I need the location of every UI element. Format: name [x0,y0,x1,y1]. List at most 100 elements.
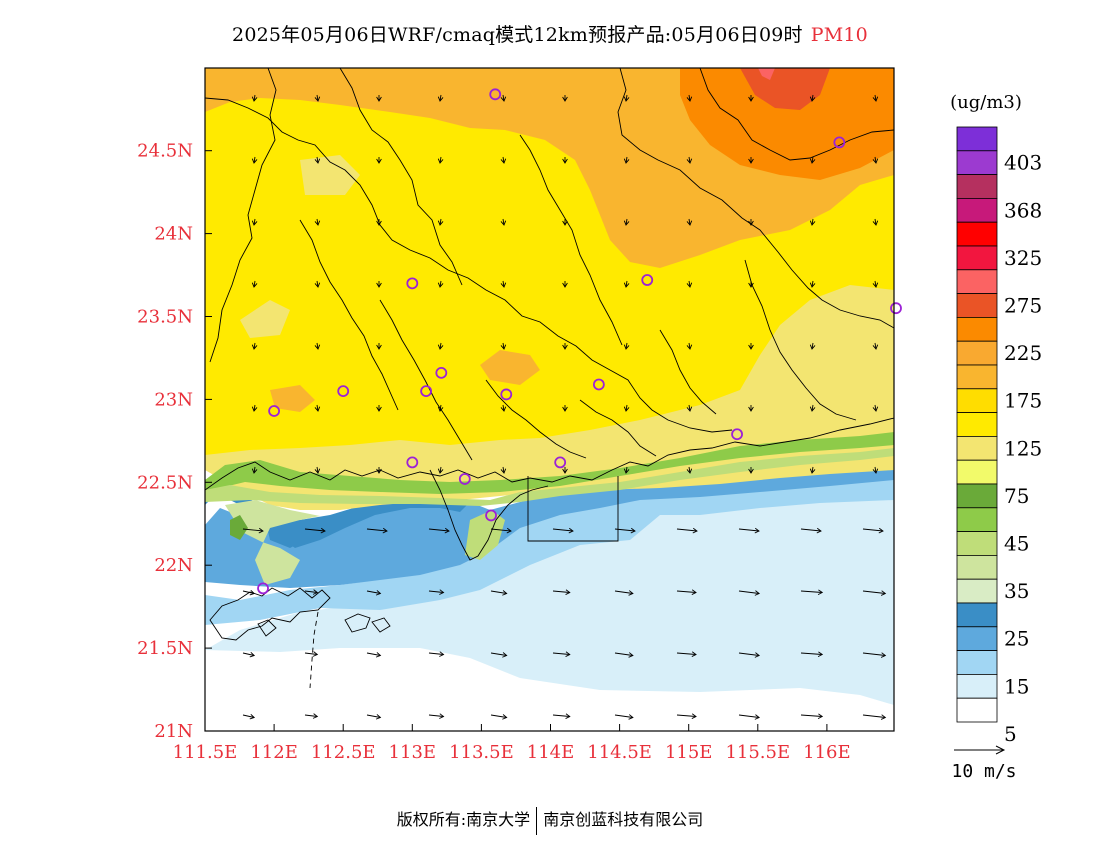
field-band-325 [758,68,775,80]
legend-swatch [956,364,998,390]
wind-arrow [862,590,887,596]
wind-arrow [552,651,571,657]
wind-arrow [376,281,382,288]
legend-swatch [956,197,998,223]
legend-swatch [956,507,998,532]
wind-arrow [314,342,321,350]
wind-arrow [242,527,264,534]
lon-tick-label: 115.5E [725,742,790,763]
wind-arrow [251,94,258,102]
wind-arrow [862,527,884,534]
county-border-4 [579,399,657,457]
wind-arrow [366,590,382,596]
legend-label: 325 [1004,246,1042,270]
wind-arrow [872,342,879,350]
wind-arrow [304,527,326,534]
wind-arrow [428,589,445,595]
wind-arrow [872,404,879,412]
wind-arrow [437,466,444,474]
province-border-5 [617,68,894,329]
boundaries [205,68,894,689]
wind-arrow [251,280,258,288]
wind-arrow [738,527,760,534]
wind-arrow [314,280,321,288]
field-patch-c [240,300,290,338]
county-border-6 [744,259,857,421]
legend-swatch [956,697,998,723]
wind-arrow [304,589,319,595]
station-marker [833,136,846,149]
lon-tick-label: 113.5E [449,742,514,763]
wind-arrow [623,466,630,474]
wind-arrow [242,651,256,658]
wind-arrow [304,651,319,657]
wind-arrow [809,466,816,474]
wind-arrow [676,527,698,534]
legend-swatch [956,531,998,556]
color-legend: 403 368 325 275 225 175 125 75 45 35 25 15 5 [956,126,1042,746]
wind-arrow [428,527,450,534]
legend-swatch [956,602,998,628]
wind-arrow [623,94,630,102]
dashed-border [309,611,319,689]
wind-arrow [376,95,382,102]
legend-label: 225 [1004,341,1042,365]
lat-tick-label: 24N [154,224,193,245]
legend-label: 125 [1004,436,1042,460]
coastline-main [205,417,894,491]
wind-arrow [437,156,444,164]
map-title: 2025年05月06日WRF/cmaq模式12km预报产品:05月06日09时 P… [0,20,1100,47]
wind-arrow [862,714,887,720]
wind-arrow [800,527,822,534]
wind-arrow [738,714,760,720]
province-border-3 [339,68,463,286]
station-marker [489,88,502,101]
legend-swatch [956,412,998,437]
wind-vectors [242,94,887,720]
wind-arrow [428,713,445,719]
legend-swatch [956,555,998,580]
wind-arrow [376,157,382,164]
monitoring-stations [257,88,902,595]
wind-arrow [623,156,630,164]
wind-arrow [562,343,568,350]
wind-arrow [800,713,824,720]
wind-arrow [748,467,754,474]
wind-arrow [251,218,258,226]
wind-arrow [500,94,507,102]
wind-arrow [809,280,816,288]
legend-label: 75 [1004,484,1029,508]
legend-swatch [956,483,998,509]
field-band-5 [205,488,894,705]
pollutant-label: PM10 [810,24,868,46]
wind-arrow [686,404,693,412]
legend-swatch [956,626,998,651]
island-2 [371,617,391,633]
field-patch-a [480,350,540,385]
wind-arrow [500,404,507,412]
legend-swatch [956,126,998,152]
wind-arrow [437,342,444,350]
field-band-15 [205,470,894,625]
title-main: 2025年05月06日WRF/cmaq模式12km预报产品:05月06日09时 [232,24,803,46]
wind-arrow [872,280,879,288]
wind-arrow [686,280,693,288]
wind-arrow [872,218,879,226]
wind-arrow [376,405,382,412]
wind-arrow [614,652,634,658]
legend-unit: (ug/m3) [950,92,1022,113]
wind-arrow [314,94,321,102]
wind-arrow [500,342,507,350]
wind-arrow [242,713,256,720]
wind-arrow [314,404,321,412]
legend-swatch [956,316,998,342]
field-band-35 [205,448,894,506]
lon-tick-label: 112.5E [311,742,376,763]
legend-swatch [956,293,998,318]
copyright-left: 版权所有:南京大学 [396,810,531,829]
county-border-3 [485,379,587,459]
wind-arrow [623,404,630,412]
wind-arrow [748,343,754,350]
wind-reference: 10 m/s [951,745,1017,782]
